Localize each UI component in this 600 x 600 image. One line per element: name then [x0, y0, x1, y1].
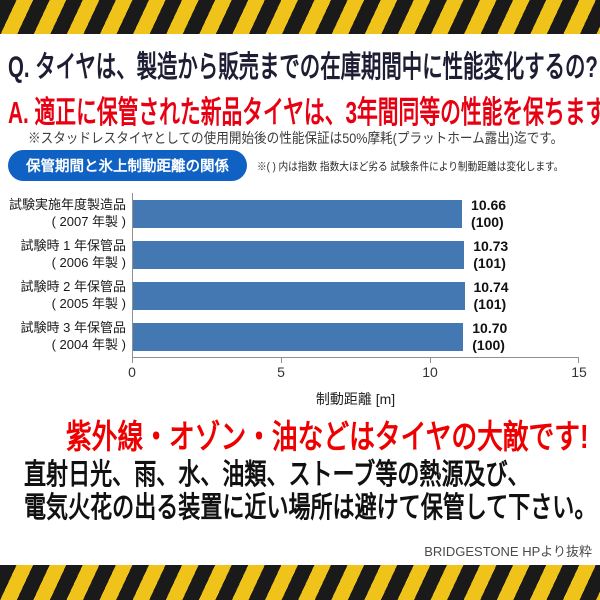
chart-condition-note: ※( ) 内は指数 指数大ほど劣る 試験条件により制動距離は変化します。 — [257, 160, 564, 173]
value-distance: 10.70 — [472, 319, 508, 336]
chart-row: 試験時 2 年保管品 ( 2005 年製 ) 10.74 (101) — [4, 275, 596, 316]
category-label: 試験時 2 年保管品 ( 2005 年製 ) — [4, 279, 132, 313]
storage-guarantee-note: ※スタッドレスタイヤとしての使用開始後の性能保証は50%摩耗(プラットホーム露出… — [28, 130, 564, 146]
category-label-line1: 試験実施年度製造品 — [8, 196, 126, 212]
category-label-line2: ( 2006 年製 ) — [51, 254, 126, 270]
bar-chart: 試験実施年度製造品 ( 2007 年製 ) 10.66 (100) 試験時 1 … — [4, 193, 596, 409]
x-tick — [132, 358, 133, 363]
x-axis-title: 制動距離 [m] — [315, 391, 396, 407]
x-tick-label: 15 — [571, 364, 587, 380]
x-axis: 0 5 10 15 — [128, 357, 587, 380]
x-tick-label: 10 — [422, 364, 438, 380]
bar — [133, 322, 464, 351]
hazard-stripe-bottom — [0, 565, 600, 600]
value-index: (100) — [471, 213, 504, 230]
category-label-line1: 試験時 1 年保管品 — [20, 237, 126, 253]
bar — [133, 199, 463, 228]
value-distance: 10.66 — [471, 196, 507, 213]
value-label: 10.73 (101) — [473, 238, 508, 272]
x-tick — [430, 358, 431, 363]
chart-title-badge: 保管期間と氷上制動距離の関係 — [8, 150, 247, 181]
bar — [133, 281, 465, 310]
category-label-line1: 試験時 3 年保管品 — [20, 319, 126, 335]
question-text: Q. タイヤは、製造から販売までの在庫期間中に性能変化するの? — [8, 51, 598, 84]
storage-instructions-line1: 直射日光、雨、水、油類、ストーブ等の熱源及び、 — [24, 459, 530, 491]
category-label: 試験時 3 年保管品 ( 2004 年製 ) — [4, 320, 132, 354]
value-index: (101) — [473, 254, 506, 271]
category-label: 試験時 1 年保管品 ( 2006 年製 ) — [4, 238, 132, 272]
storage-instructions-line2: 電気火花の出る装置に近い場所は避けて保管して下さい。 — [24, 492, 597, 525]
hazard-stripe-top — [0, 0, 600, 34]
bar-area: 10.70 (100) — [132, 316, 596, 357]
value-label: 10.74 (101) — [474, 279, 509, 313]
chart-header: 保管期間と氷上制動距離の関係 ※( ) 内は指数 指数大ほど劣る 試験条件により… — [8, 150, 598, 181]
chart-row: 試験時 3 年保管品 ( 2004 年製 ) 10.70 (100) — [4, 316, 596, 357]
x-tick — [578, 358, 579, 363]
value-distance: 10.73 — [473, 237, 509, 254]
bar-area: 10.73 (101) — [132, 234, 596, 275]
value-index: (100) — [472, 336, 505, 353]
x-tick-label: 0 — [128, 364, 136, 380]
category-label-line2: ( 2004 年製 ) — [51, 336, 126, 352]
x-tick — [280, 358, 282, 363]
chart-row: 試験時 1 年保管品 ( 2006 年製 ) 10.73 (101) — [4, 234, 596, 275]
answer-text: A. 適正に保管された新品タイヤは、3年間同等の性能を保ちます。 — [8, 95, 600, 130]
value-label: 10.66 (100) — [471, 197, 506, 231]
bar-area: 10.74 (101) — [132, 275, 596, 316]
category-label-line1: 試験時 2 年保管品 — [20, 278, 126, 294]
bar-area: 10.66 (100) — [132, 193, 596, 234]
source-credit: BRIDGESTONE HPより抜粋 — [424, 544, 592, 559]
storage-instructions: 直射日光、雨、水、油類、ストーブ等の熱源及び、 電気火花の出る装置に近い場所は避… — [24, 459, 596, 526]
chart-row: 試験実施年度製造品 ( 2007 年製 ) 10.66 (100) — [4, 193, 596, 234]
category-label-line2: ( 2007 年製 ) — [51, 213, 126, 229]
category-label: 試験実施年度製造品 ( 2007 年製 ) — [4, 197, 132, 231]
category-label-line2: ( 2005 年製 ) — [51, 295, 126, 311]
x-tick-label: 5 — [277, 364, 285, 380]
warning-headline: 紫外線・オゾン・油などはタイヤの大敵です! — [66, 418, 589, 455]
value-index: (101) — [473, 295, 507, 312]
value-label: 10.70 (100) — [472, 320, 507, 354]
bar — [133, 240, 465, 269]
value-distance: 10.74 — [473, 278, 509, 295]
